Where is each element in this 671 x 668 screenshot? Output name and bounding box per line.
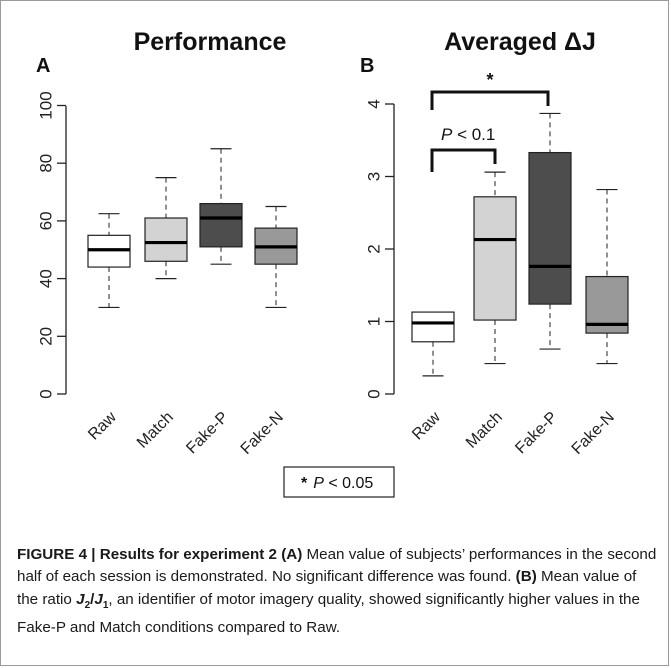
panel-a-x-labels: Raw Match Fake-P Fake-N [85, 408, 287, 457]
y-tick-label: 100 [36, 91, 55, 119]
box-fake-p [528, 112, 572, 350]
panel-b-y-ticks: 0 1 2 3 4 [364, 99, 394, 399]
significance-legend: * P < 0.05 [283, 466, 395, 498]
legend-star: * [301, 475, 308, 492]
y-tick-label: 60 [36, 211, 55, 230]
panel-a-boxes [87, 148, 298, 309]
p-value-symbol: P [441, 125, 453, 144]
x-tick-label: Fake-N [569, 409, 618, 458]
panel-a-label: A [36, 55, 50, 77]
y-tick-label: 1 [364, 317, 383, 326]
iqr-box [528, 151, 572, 305]
figure-caption: FIGURE 4 | Results for experiment 2 (A) … [17, 544, 657, 639]
ratio-j2-sub: 2 [84, 599, 91, 611]
caption-text-c: , an identifier of motor imagery quality… [17, 590, 640, 636]
x-tick-label: Match [463, 409, 506, 452]
p-value-threshold: < 0.1 [452, 125, 495, 144]
caption-text-a: Mean value of subjects’ performances in … [17, 546, 657, 586]
legend-threshold: < 0.05 [324, 475, 373, 492]
iqr-box [144, 217, 188, 262]
y-tick-label: 20 [36, 327, 55, 346]
significance-bracket-raw-fakep [430, 90, 550, 110]
box-fake-n [585, 188, 629, 365]
significance-bracket-raw-match [430, 148, 497, 172]
y-tick-label: 0 [364, 389, 383, 398]
x-tick-label: Raw [409, 408, 444, 443]
panel-b-boxes [411, 112, 629, 377]
y-tick-label: 2 [364, 244, 383, 253]
ratio-j1-sub: 1 [102, 599, 109, 611]
x-tick-label: Raw [85, 408, 120, 443]
legend-box [283, 466, 395, 498]
ratio-j1: J [94, 590, 103, 608]
iqr-box [473, 196, 517, 321]
caption-text-b: Mean value of the ratio [17, 568, 637, 608]
box-match [473, 171, 517, 365]
panel-b-title: Averaged ΔJ [444, 28, 596, 56]
y-tick-label: 3 [364, 172, 383, 181]
y-tick-label: 40 [36, 269, 55, 288]
box-raw [411, 311, 455, 377]
box-fake-p [199, 148, 243, 265]
x-tick-label: Fake-P [183, 409, 231, 457]
legend-p: P [313, 475, 324, 492]
panel-a-y-ticks: 0 20 40 60 80 100 [36, 91, 66, 399]
caption-label: FIGURE 4 | Results for experiment 2 (A) [17, 546, 303, 563]
y-tick-label: 0 [36, 389, 55, 398]
panel-b-label: B [360, 55, 374, 77]
box-raw [87, 213, 131, 309]
panel-b-x-labels: Raw Match Fake-P Fake-N [409, 408, 618, 457]
x-tick-label: Fake-P [512, 409, 560, 457]
ratio-slash: / [90, 590, 95, 608]
panel-b: Averaged ΔJ B 0 1 2 3 4 Raw Match Fake-P Fake-N… [360, 28, 629, 458]
significance-star: * [486, 70, 493, 90]
x-tick-label: Fake-N [238, 409, 287, 458]
x-tick-label: Match [134, 409, 177, 452]
iqr-box [199, 202, 243, 248]
iqr-box [411, 311, 455, 343]
y-tick-label: 80 [36, 154, 55, 173]
box-match [144, 177, 188, 280]
y-tick-label: 4 [364, 99, 383, 108]
panel-a-title: Performance [134, 28, 287, 56]
ratio-j2: J [76, 590, 85, 608]
p-value-annotation: P < 0.1 [441, 125, 495, 144]
caption-label-b: (B) [515, 568, 537, 586]
legend-text: * P < 0.05 [301, 475, 373, 492]
box-fake-n [254, 205, 298, 309]
